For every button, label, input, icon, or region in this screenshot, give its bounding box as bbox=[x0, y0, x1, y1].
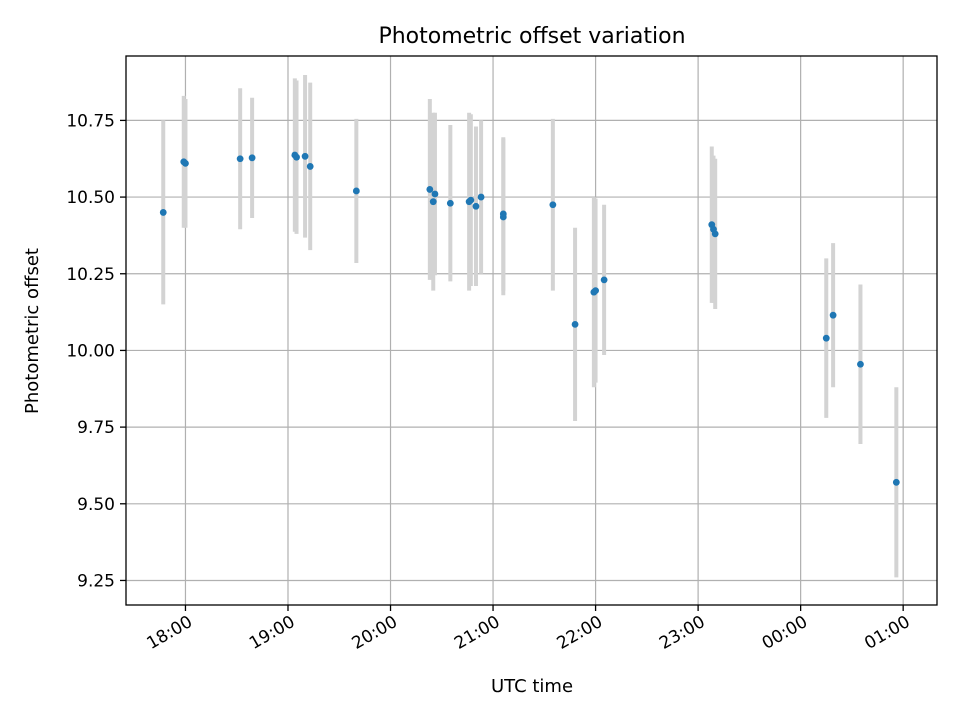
x-tick-label: 21:00 bbox=[451, 612, 503, 654]
data-point bbox=[301, 152, 309, 160]
x-tick-label: 22:00 bbox=[554, 612, 606, 654]
y-tick-label: 10.50 bbox=[66, 188, 115, 208]
x-tick-label: 19:00 bbox=[246, 612, 298, 654]
x-tick-label: 23:00 bbox=[656, 612, 708, 654]
data-point bbox=[592, 287, 599, 295]
data-point bbox=[426, 186, 434, 193]
data-points bbox=[159, 151, 900, 486]
data-point bbox=[477, 193, 485, 201]
y-axis-label: Photometric offset bbox=[22, 248, 43, 414]
data-point bbox=[306, 163, 314, 170]
data-point bbox=[499, 213, 507, 221]
y-tick-label: 9.50 bbox=[77, 495, 115, 515]
plot-frame bbox=[125, 55, 938, 606]
x-tick-label: 01:00 bbox=[861, 612, 913, 654]
data-point bbox=[293, 153, 300, 161]
data-point bbox=[549, 201, 557, 209]
data-point bbox=[159, 209, 167, 216]
y-axis-ticks: 9.25 9.50 9.75 10.00 10.25 10.50 10.75 bbox=[66, 111, 126, 591]
data-point bbox=[829, 311, 837, 319]
data-point bbox=[600, 276, 608, 284]
y-tick-label: 10.75 bbox=[66, 111, 115, 131]
data-point bbox=[429, 198, 437, 206]
data-point bbox=[467, 196, 475, 204]
y-tick-label: 10.00 bbox=[66, 341, 115, 361]
x-axis-label: UTC time bbox=[491, 676, 573, 697]
x-tick-label: 18:00 bbox=[144, 612, 196, 654]
data-point bbox=[352, 187, 360, 195]
x-tick-label: 00:00 bbox=[759, 612, 811, 654]
data-point bbox=[857, 360, 864, 368]
data-point bbox=[431, 190, 439, 198]
data-point bbox=[236, 155, 244, 163]
y-tick-label: 10.25 bbox=[66, 265, 115, 285]
error-bars bbox=[161, 75, 899, 578]
data-point bbox=[822, 334, 830, 342]
data-point bbox=[182, 159, 189, 167]
data-point bbox=[711, 230, 719, 238]
chart-title: Photometric offset variation bbox=[378, 24, 685, 49]
data-point bbox=[571, 320, 579, 328]
data-point bbox=[472, 202, 480, 210]
x-tick-label: 20:00 bbox=[349, 612, 401, 654]
data-point bbox=[248, 154, 256, 162]
y-tick-label: 9.25 bbox=[77, 571, 115, 591]
y-tick-label: 9.75 bbox=[77, 418, 115, 438]
x-axis-ticks: 18:00 19:00 20:00 21:00 22:00 23:00 00:00 01:00 bbox=[144, 605, 914, 654]
data-point bbox=[892, 478, 900, 486]
grid bbox=[126, 56, 937, 605]
data-point bbox=[446, 199, 454, 207]
